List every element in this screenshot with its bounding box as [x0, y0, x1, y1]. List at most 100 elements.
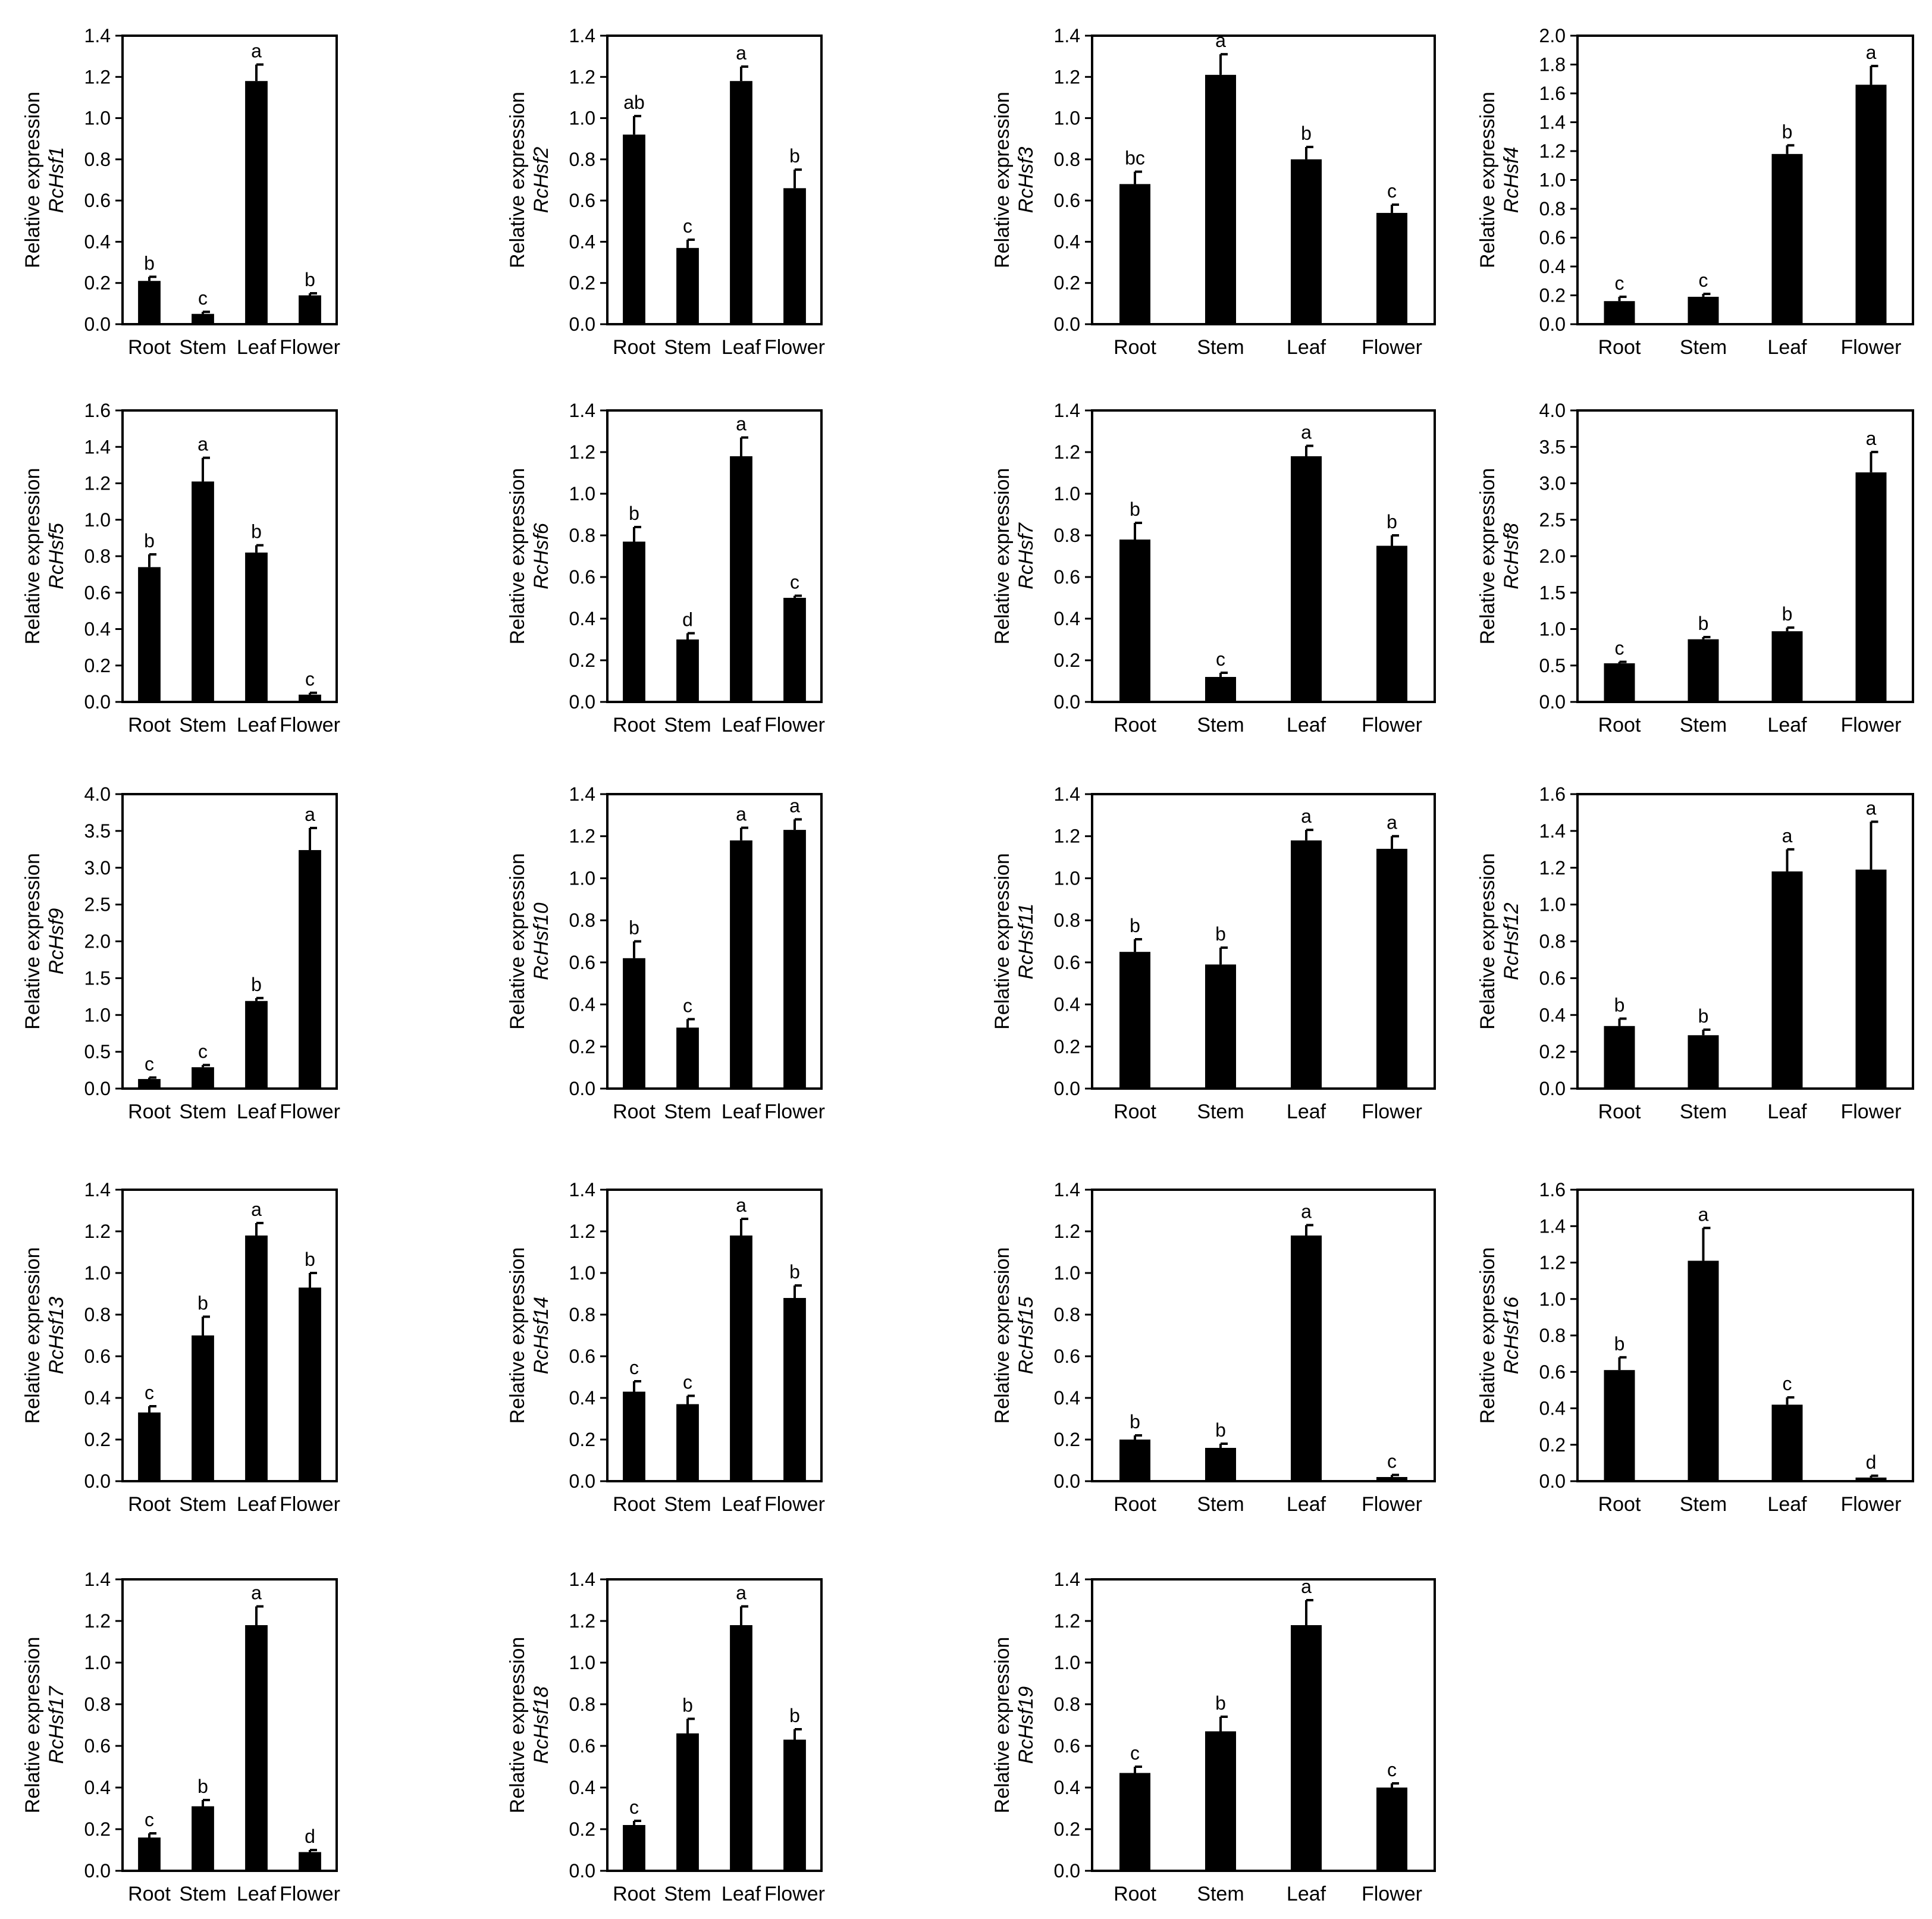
- y-tick-label: 3.0: [84, 857, 111, 879]
- significance-letter: a: [1387, 812, 1397, 833]
- y-tick-label: 1.2: [1539, 857, 1566, 879]
- significance-letter: bc: [1125, 148, 1145, 169]
- significance-letter: a: [1866, 797, 1877, 819]
- bar-stem: [1688, 1260, 1719, 1481]
- bar-stem: [1205, 1731, 1236, 1871]
- y-tick-label: 0.4: [569, 1387, 595, 1409]
- y-tick-label: 0.2: [1054, 1036, 1080, 1057]
- x-tick-label: Stem: [1197, 1100, 1244, 1123]
- y-tick-label: 0.2: [1539, 1041, 1566, 1062]
- gene-name-label: RcHsf5: [45, 523, 68, 590]
- x-tick-label: Leaf: [237, 1493, 277, 1516]
- y-tick-label: 0.8: [84, 149, 111, 170]
- chart-panel-3: 0.0 0.2 0.4 0.6 0.8 1.0 1.2 1.4 Relative express…: [991, 25, 1436, 359]
- significance-letter: a: [736, 804, 747, 825]
- bar-flower: [1376, 1477, 1407, 1481]
- plot-frame: [121, 35, 338, 325]
- y-tick-label: 0.6: [1054, 566, 1080, 588]
- significance-letter: b: [629, 503, 639, 524]
- significance-letter: b: [1215, 1419, 1226, 1441]
- y-tick-label: 0.6: [1054, 952, 1080, 973]
- significance-letter: b: [144, 530, 155, 551]
- plot-frame: [1091, 1578, 1436, 1872]
- x-tick-label: Stem: [179, 1883, 226, 1905]
- y-axis-label: Relative expression: [21, 853, 44, 1030]
- bar-flower: [299, 295, 321, 324]
- chart-panel-8: 0.0 0.5 1.0 1.5 2.0 2.5 3.0 3.5 4.0 Relative expr…: [1476, 400, 1914, 736]
- chart-panel-5: 0.0 0.2 0.4 0.6 0.8 1.0 1.2 1.4 1.6 Relative expr…: [21, 400, 340, 736]
- bar-flower: [1855, 472, 1887, 702]
- x-tick-label: Leaf: [722, 714, 761, 736]
- significance-letter: d: [305, 1826, 315, 1847]
- y-tick-label: 1.4: [84, 25, 111, 46]
- bar-stem: [676, 247, 699, 324]
- y-tick-label: 1.6: [1539, 83, 1566, 104]
- significance-letter: b: [1301, 123, 1312, 144]
- bar-stem: [676, 639, 699, 702]
- significance-letter: a: [1301, 1201, 1312, 1222]
- significance-letter: c: [198, 287, 208, 309]
- chart-panel-10: 0.0 0.2 0.4 0.6 0.8 1.0 1.2 1.4 Relative express…: [506, 783, 825, 1123]
- y-tick-label: 0.0: [1539, 313, 1566, 335]
- y-axis-label: Relative expression: [506, 1247, 529, 1424]
- x-tick-label: Leaf: [237, 714, 277, 736]
- bar-root: [1119, 184, 1150, 324]
- y-tick-label: 1.2: [569, 826, 595, 847]
- y-tick-label: 1.4: [1054, 400, 1080, 421]
- significance-letter: b: [1698, 1005, 1709, 1027]
- y-tick-label: 1.2: [1054, 826, 1080, 847]
- bar-leaf: [1771, 1404, 1803, 1481]
- y-tick-label: 1.0: [84, 108, 111, 129]
- y-tick-label: 3.5: [84, 820, 111, 842]
- bar-leaf: [245, 1625, 268, 1871]
- bar-flower: [299, 694, 321, 702]
- x-tick-label: Leaf: [1767, 1100, 1807, 1123]
- chart-panel-11: 0.0 0.2 0.4 0.6 0.8 1.0 1.2 1.4 Relative express…: [991, 783, 1436, 1123]
- x-tick-label: Stem: [179, 1493, 226, 1516]
- significance-letter: b: [1614, 994, 1625, 1015]
- bar-leaf: [730, 81, 752, 324]
- bar-root: [623, 134, 645, 325]
- x-tick-label: Flower: [280, 714, 340, 736]
- significance-letter: a: [1215, 30, 1226, 51]
- x-tick-label: Root: [1114, 714, 1156, 736]
- x-tick-label: Stem: [179, 336, 226, 359]
- y-tick-label: 0.5: [1539, 655, 1566, 676]
- y-tick-label: 1.4: [1054, 1569, 1080, 1590]
- significance-letter: c: [1216, 648, 1225, 670]
- bar-flower: [783, 598, 806, 702]
- y-tick-label: 1.0: [569, 867, 595, 889]
- significance-letter: b: [197, 1776, 208, 1797]
- y-tick-label: 1.4: [569, 783, 595, 805]
- plot-frame: [606, 35, 823, 325]
- y-tick-label: 0.2: [1054, 1429, 1080, 1450]
- y-tick-label: 1.2: [1539, 140, 1566, 162]
- significance-letter: b: [629, 917, 639, 939]
- y-tick-label: 1.2: [1054, 66, 1080, 87]
- significance-letter: b: [305, 1249, 315, 1270]
- significance-letter: b: [1782, 603, 1793, 625]
- significance-letter: b: [1782, 121, 1793, 142]
- significance-letter: b: [1215, 923, 1226, 945]
- significance-letter: c: [1783, 1373, 1792, 1394]
- y-tick-label: 1.0: [84, 509, 111, 531]
- y-tick-label: 1.2: [1054, 441, 1080, 463]
- y-tick-label: 1.6: [84, 400, 111, 421]
- y-tick-label: 1.2: [569, 1221, 595, 1242]
- bar-root: [1119, 1773, 1150, 1871]
- y-tick-label: 0.6: [569, 1735, 595, 1757]
- x-tick-label: Flower: [1840, 1100, 1901, 1123]
- significance-letter: c: [629, 1357, 639, 1378]
- x-tick-label: Stem: [664, 1883, 711, 1905]
- significance-letter: a: [251, 1199, 262, 1220]
- bar-root: [1119, 952, 1150, 1089]
- y-tick-label: 0.0: [569, 313, 595, 335]
- y-tick-label: 0.6: [569, 566, 595, 588]
- y-tick-label: 0.8: [1054, 149, 1080, 170]
- gene-name-label: RcHsf9: [45, 908, 68, 975]
- y-tick-label: 0.0: [84, 1470, 111, 1492]
- y-tick-label: 1.0: [84, 1004, 111, 1026]
- gene-name-label: RcHsf14: [530, 1297, 553, 1374]
- y-tick-label: 4.0: [1539, 400, 1566, 421]
- plot-frame: [606, 1189, 823, 1482]
